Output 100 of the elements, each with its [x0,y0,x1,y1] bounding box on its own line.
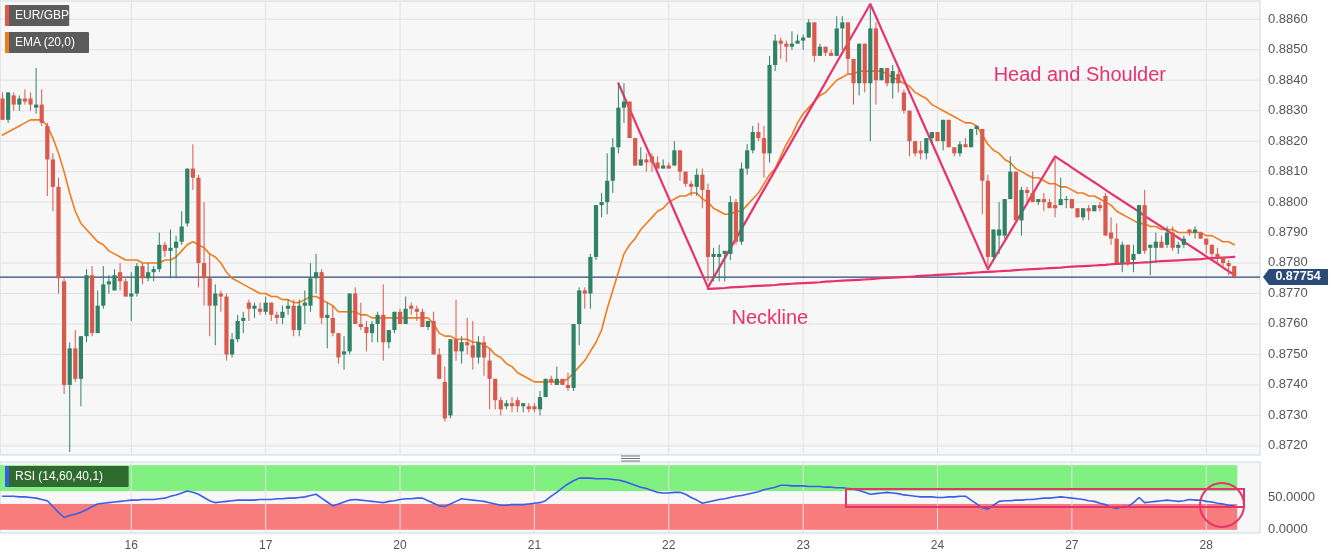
ref-line-label: 0.87754 [1275,269,1321,284]
candlestick [173,235,179,279]
candlestick [358,302,363,331]
candlestick [1220,256,1226,270]
y-tick-label: 0.8750 [1268,345,1308,361]
candlestick [677,149,683,182]
candlestick [890,64,895,99]
x-tick-label: 16 [124,538,139,553]
y-tick-label: 0.8730 [1268,406,1308,422]
y-tick-label: 0.8770 [1268,284,1308,300]
candlestick [1131,244,1136,273]
candlestick [789,30,795,51]
candlestick [11,91,16,112]
candlestick [229,332,235,358]
y-tick-label: 0.8720 [1268,437,1308,453]
y-tick-label: 0.8860 [1268,10,1308,26]
x-tick-label: 24 [930,538,945,553]
y-tick-label: 0.8760 [1268,315,1308,331]
candlestick [638,146,643,167]
candlestick [929,131,935,145]
candlestick [694,168,699,197]
candlestick [901,88,907,115]
annotation: Neckline [731,306,809,329]
candlestick [280,305,285,325]
candlestick [0,91,5,121]
candlestick [621,82,627,124]
legend-label: EUR/GBP [15,7,70,22]
candlestick [756,122,761,142]
candlestick [649,152,655,173]
candlestick [386,329,391,349]
candlestick [39,88,44,127]
y-tick-label: 0.0000 [1268,521,1308,537]
candlestick [1164,225,1170,249]
candlestick [263,296,268,316]
legend-label: EMA (20,0) [15,34,76,49]
y-tick-label: 0.8810 [1268,163,1308,179]
candlestick [750,125,755,154]
y-tick-label: 0.8800 [1268,193,1308,209]
candlestick [465,317,470,355]
candlestick [403,296,408,325]
candlestick [330,305,335,337]
candlestick [605,152,610,215]
candlestick [829,49,834,57]
candlestick [140,262,145,285]
candlestick [123,277,128,298]
y-tick-label: 0.8840 [1268,71,1308,87]
candlestick [487,347,492,410]
candlestick [246,299,251,322]
candlestick [918,140,923,160]
y-tick-label: 0.8830 [1268,102,1308,118]
candlestick [274,311,279,325]
candlestick [470,320,475,371]
candlestick [145,262,151,282]
x-tick-label: 20 [393,538,408,553]
candlestick [341,335,347,371]
candlestick [509,396,515,413]
candlestick [285,299,291,316]
candlestick [801,34,806,51]
candlestick [745,143,750,176]
candlestick [672,140,677,167]
candlestick [761,125,767,179]
candlestick [1153,232,1158,264]
x-tick-label: 27 [1065,538,1079,553]
candlestick [599,192,604,218]
candlestick [235,314,240,343]
x-tick-label: 22 [662,538,676,553]
candlestick [129,271,134,322]
candlestick [896,67,901,93]
y-tick-label: 0.8850 [1268,41,1308,57]
candlestick [493,378,498,410]
candlestick [582,286,587,310]
candlestick [1120,241,1125,273]
y-tick-label: 50.0000 [1268,488,1315,504]
y-tick-label: 0.8780 [1268,254,1308,270]
x-tick-label: 23 [796,538,811,553]
candlestick [162,241,167,258]
candlestick [241,311,246,334]
candlestick [168,229,173,279]
candlestick [565,372,571,392]
candlestick [1170,225,1175,252]
candlestick [554,366,559,386]
candlestick [1030,171,1035,203]
candlestick [459,335,464,365]
candlestick [325,302,330,349]
candlestick [481,335,487,377]
candlestick [213,283,218,346]
candlestick [941,119,946,151]
candlestick [700,168,705,209]
candlestick [1148,244,1153,276]
candlestick [644,152,649,173]
candlestick [476,335,481,365]
candlestick [101,265,106,310]
candlestick [924,137,929,160]
y-tick-label: 0.8820 [1268,132,1308,148]
candlestick [369,320,375,343]
candlestick [1041,192,1046,212]
candlestick [364,320,369,352]
candlestick [784,40,789,63]
candlestick [1192,225,1198,240]
y-tick-label: 0.8740 [1268,376,1308,392]
